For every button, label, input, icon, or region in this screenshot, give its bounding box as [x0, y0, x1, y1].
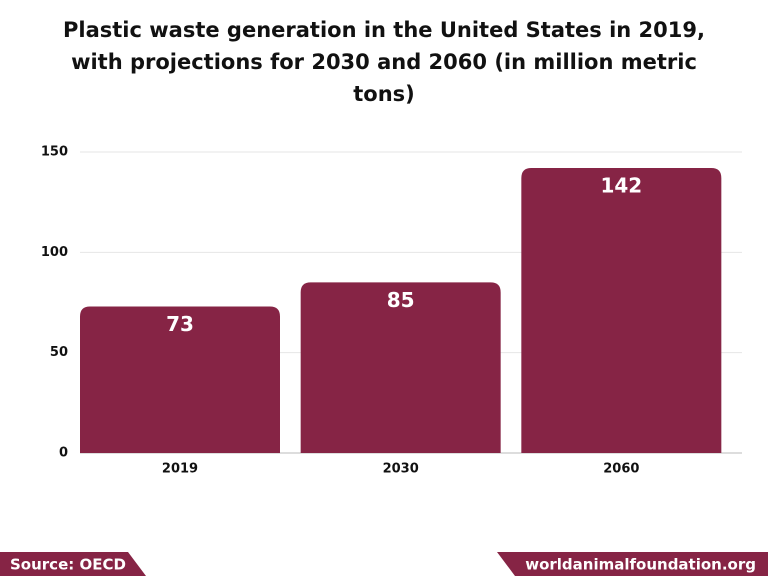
- bar: [300, 282, 501, 453]
- x-tick-label: 2019: [162, 462, 198, 477]
- chart-title: Plastic waste generation in the United S…: [63, 18, 705, 106]
- website: worldanimalfoundation.org: [525, 556, 756, 574]
- value-label: 142: [600, 174, 642, 198]
- y-tick-label: 100: [41, 245, 68, 260]
- x-tick-label: 2060: [603, 462, 639, 477]
- website-banner: [497, 552, 768, 576]
- x-tick-label: 2030: [383, 462, 419, 477]
- value-label: 73: [166, 312, 194, 336]
- bar: [80, 306, 280, 453]
- y-tick-label: 150: [41, 145, 68, 160]
- value-label: 85: [387, 288, 415, 312]
- y-tick-label: 0: [59, 446, 68, 461]
- y-tick-label: 50: [50, 345, 68, 360]
- source-banner: [0, 552, 146, 576]
- bar: [521, 168, 722, 453]
- source: Source: OECD: [10, 556, 126, 574]
